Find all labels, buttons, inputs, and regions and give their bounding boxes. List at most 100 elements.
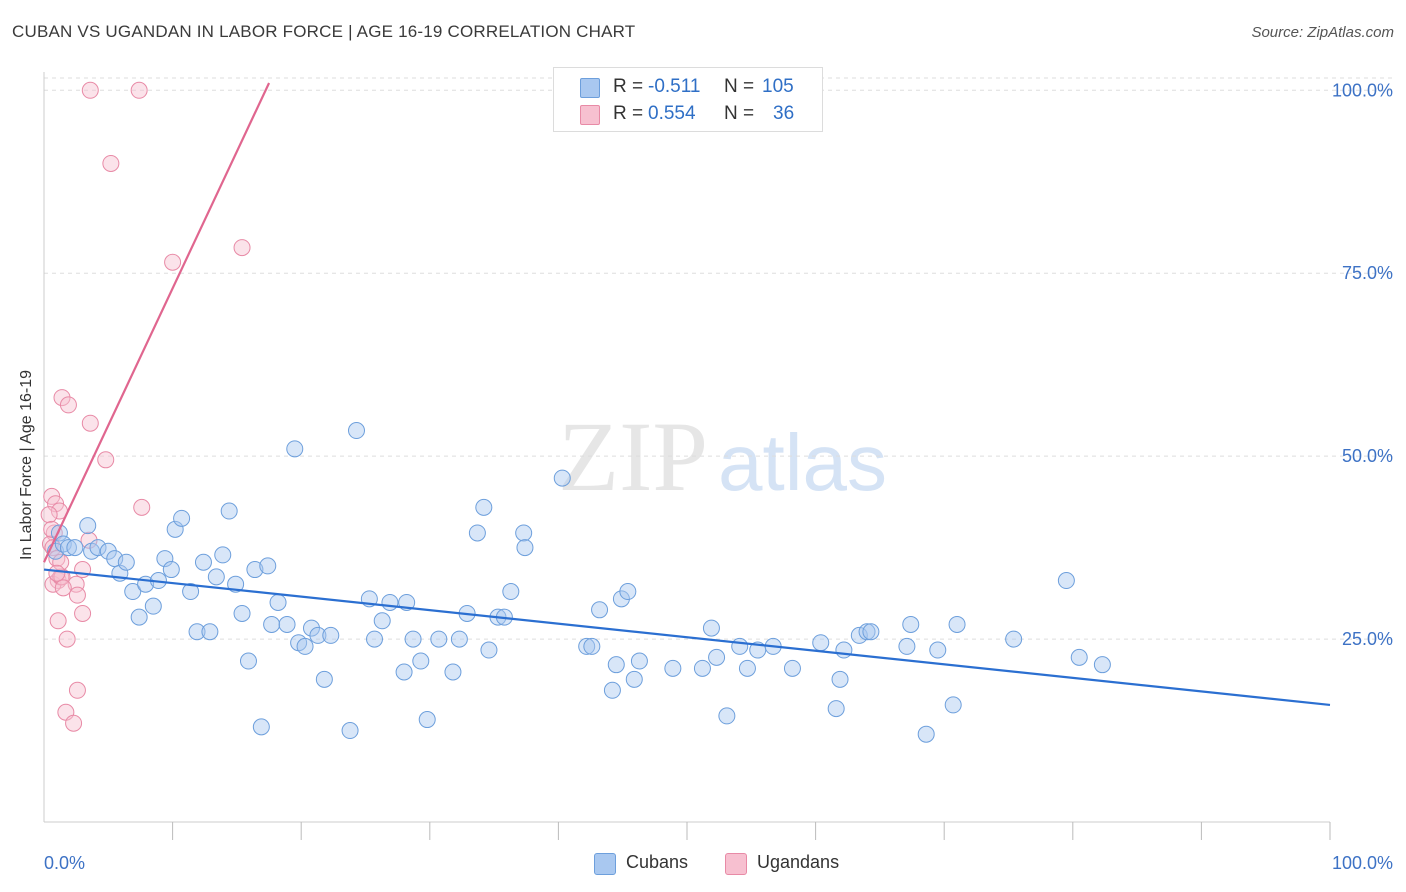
n-value: 36 xyxy=(773,103,795,124)
ugandans-point xyxy=(74,604,92,622)
cubans-point xyxy=(418,711,436,729)
cubans-point xyxy=(630,652,648,670)
x-tick-label: 0.0% xyxy=(44,853,85,873)
cubans-point xyxy=(902,615,920,633)
cubans-point xyxy=(607,656,625,674)
ugandans-point xyxy=(68,681,86,699)
cubans-point xyxy=(553,469,571,487)
cubans-point xyxy=(404,630,422,648)
n-value: 105 xyxy=(762,76,794,97)
ugandans-point xyxy=(102,154,120,172)
y-tick-label: 25.0% xyxy=(1342,629,1393,649)
cubans-point xyxy=(227,575,245,593)
n-label: N = xyxy=(724,76,755,97)
ugandans-points xyxy=(40,81,251,732)
cubans-point xyxy=(89,539,107,557)
cubans-point xyxy=(1070,648,1088,666)
ugandans-point xyxy=(81,81,99,99)
ugandans-point xyxy=(40,506,58,524)
cubans-point xyxy=(246,561,264,579)
cubans-point xyxy=(430,630,448,648)
watermark-atlas: atlas xyxy=(718,418,887,507)
cubans-point xyxy=(827,700,845,718)
cubans-point xyxy=(182,583,200,601)
source-credit: Source: ZipAtlas.com xyxy=(1251,24,1394,41)
cubans-point xyxy=(144,597,162,615)
cubans-point xyxy=(156,550,174,568)
cubans-point xyxy=(917,725,935,743)
cubans-point xyxy=(341,722,359,740)
cubans-point xyxy=(194,553,212,571)
cubans-point xyxy=(309,626,327,644)
cubans-point xyxy=(591,601,609,619)
ugandans-point xyxy=(233,239,251,257)
cubans-point xyxy=(239,652,257,670)
cubans-point xyxy=(66,539,84,557)
ugandans-point xyxy=(164,253,182,271)
cubans-point xyxy=(898,637,916,655)
cubans-point xyxy=(929,641,947,659)
cubans-point xyxy=(731,637,749,655)
cubans-point xyxy=(315,670,333,688)
ugandans-point xyxy=(67,575,85,593)
cubans-point xyxy=(252,718,270,736)
cubans-point xyxy=(79,517,97,535)
cubans-point xyxy=(269,593,287,611)
cubans-point xyxy=(718,707,736,725)
cubans-point xyxy=(347,422,365,440)
n-label: N = xyxy=(724,103,755,124)
cubans-point xyxy=(259,557,277,575)
legend-label-cubans: Cubans xyxy=(626,852,689,872)
cubans-point xyxy=(603,681,621,699)
y-tick-label: 50.0% xyxy=(1342,446,1393,466)
ugandans-point xyxy=(53,389,71,407)
ugandans-trend-line xyxy=(43,82,271,563)
cubans-point xyxy=(373,612,391,630)
chart-title: CUBAN VS UGANDAN IN LABOR FORCE | AGE 16… xyxy=(12,22,636,41)
stats-legend: R = -0.511 N = 105 R = 0.554 N = 36 xyxy=(553,67,823,132)
cubans-point xyxy=(278,615,296,633)
cubans-point xyxy=(708,648,726,666)
y-tick-label: 100.0% xyxy=(1332,80,1393,100)
r-value: 0.554 xyxy=(648,103,696,124)
ugandans-legend-swatch xyxy=(725,853,747,875)
cubans-point xyxy=(162,561,180,579)
cubans-point xyxy=(117,553,135,571)
ugandans-point xyxy=(59,396,77,414)
ugandans-swatch xyxy=(580,105,600,125)
cubans-point xyxy=(858,623,876,641)
cubans-point xyxy=(664,659,682,677)
cubans-point xyxy=(99,542,117,560)
cubans-point xyxy=(450,630,468,648)
ugandans-point xyxy=(68,586,86,604)
cubans-point xyxy=(296,637,314,655)
r-label: R = xyxy=(613,103,644,124)
ugandans-point xyxy=(81,414,99,432)
cubans-point xyxy=(625,670,643,688)
cubans-point xyxy=(831,670,849,688)
cubans-point xyxy=(1057,572,1075,590)
trend-lines xyxy=(43,82,1331,707)
cubans-point xyxy=(286,440,304,458)
cubans-point xyxy=(233,604,251,622)
cubans-trend-line xyxy=(43,568,1331,707)
cubans-point xyxy=(702,619,720,637)
cubans-point xyxy=(395,663,413,681)
cubans-point xyxy=(783,659,801,677)
cubans-point xyxy=(412,652,430,670)
ugandans-point xyxy=(48,564,66,582)
cubans-point xyxy=(207,568,225,586)
cubans-legend-swatch xyxy=(594,853,616,875)
cubans-point xyxy=(214,546,232,564)
cubans-point xyxy=(166,520,184,538)
cubans-point xyxy=(302,619,320,637)
cubans-point xyxy=(612,590,630,608)
cubans-point xyxy=(1093,656,1111,674)
cubans-point xyxy=(619,583,637,601)
ugandans-point xyxy=(54,579,72,597)
cubans-point xyxy=(263,615,281,633)
cubans-point xyxy=(188,623,206,641)
cubans-point xyxy=(475,498,493,516)
cubans-point xyxy=(444,663,462,681)
